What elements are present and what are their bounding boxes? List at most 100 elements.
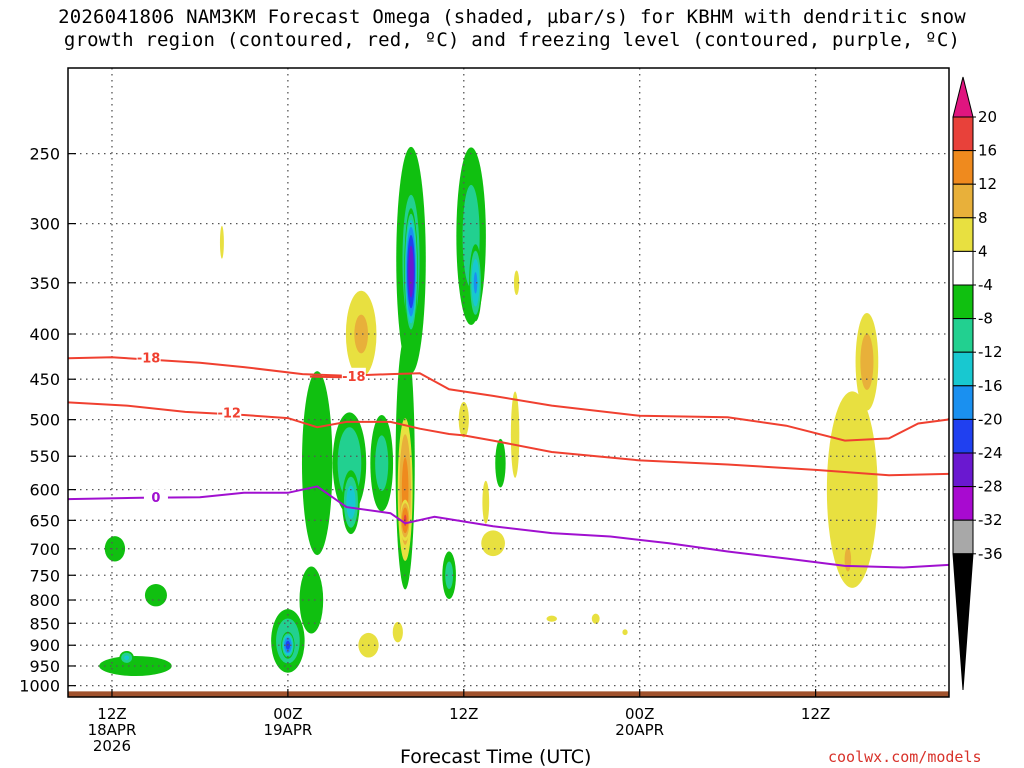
x-tick-label: 18APR	[88, 721, 137, 739]
omega-cell	[370, 414, 394, 512]
omega-band	[445, 561, 454, 590]
omega-band	[124, 655, 130, 661]
x-tick-label: 19APR	[263, 721, 312, 739]
omega-cell	[481, 530, 505, 557]
x-tick-label: 12Z	[97, 705, 126, 723]
colorbar-label: 8	[978, 209, 988, 227]
omega-cell	[482, 480, 490, 524]
omega-cell	[299, 566, 324, 634]
y-tick-label: 600	[29, 481, 60, 500]
omega-band	[482, 480, 490, 524]
y-tick-label: 650	[29, 511, 60, 530]
plot-border	[67, 67, 950, 698]
omega-band	[346, 485, 356, 519]
y-tick-label: 1000	[19, 677, 60, 696]
omega-band	[591, 613, 600, 624]
colorbar-label: 4	[978, 242, 988, 260]
chart-title-line1: 2026041806 NAM3KM Forecast Omega (shaded…	[58, 6, 966, 28]
colorbar-bin	[952, 351, 974, 387]
omega-cell	[495, 438, 506, 488]
colorbar-label: -36	[978, 545, 1003, 563]
plot-background	[68, 68, 949, 697]
chart-title-line2: growth region (contoured, red, ºC) and f…	[63, 29, 961, 51]
omega-band	[458, 401, 469, 438]
omega-band	[299, 566, 324, 634]
colorbar-bin	[952, 284, 974, 320]
colorbar-label: -32	[978, 511, 1003, 529]
omega-cell	[119, 650, 134, 665]
plot-frame	[67, 67, 950, 698]
y-tick-label: 750	[29, 566, 60, 585]
y-tick-label: 550	[29, 447, 60, 466]
omega-band	[513, 270, 520, 296]
colorbar-bin	[952, 318, 974, 353]
omega-band	[481, 530, 505, 557]
contour-label: -12	[217, 407, 241, 422]
contour-label-bg	[143, 489, 168, 505]
colorbar-label: -4	[978, 276, 993, 294]
omega-band	[510, 391, 520, 478]
omega-band	[408, 245, 414, 298]
x-tick-label: 00Z	[625, 705, 654, 723]
omega-band	[144, 583, 167, 607]
omega-cell	[345, 290, 377, 378]
colorbar-bin	[952, 217, 974, 252]
omega-cell	[513, 270, 520, 296]
omega-band	[375, 435, 389, 491]
omega-band	[354, 314, 369, 354]
contour-label: -18	[137, 351, 161, 366]
omega-cell	[342, 470, 360, 535]
omega-cell	[404, 208, 418, 336]
contour-lines: -18 -18 -12 0	[68, 349, 949, 569]
x-tick-label: 2026	[93, 737, 131, 755]
colorbar-bin	[952, 418, 974, 454]
y-tick-label: 250	[29, 145, 60, 164]
omega-cell	[842, 538, 854, 581]
omega-cell	[219, 225, 224, 259]
omega-band	[219, 225, 224, 259]
colorbar-label: -20	[978, 410, 1003, 428]
contour-label-bg	[217, 404, 242, 420]
x-tick-label: 12Z	[801, 705, 830, 723]
omega-cell	[301, 371, 333, 556]
colorbar-label: 12	[978, 175, 997, 193]
ground-surface	[68, 691, 949, 697]
colorbar-bin	[952, 385, 974, 420]
omega-cell	[458, 401, 469, 438]
x-tick-label: 00Z	[273, 705, 302, 723]
omega-cell	[392, 622, 403, 643]
x-tick-label: 20APR	[615, 721, 664, 739]
contour-label-bg	[136, 349, 161, 365]
omega-band	[495, 438, 506, 488]
credit-link[interactable]: coolwx.com/models	[828, 748, 982, 766]
contour-label: -18	[342, 370, 366, 385]
colorbar-bin	[952, 452, 974, 488]
colorbar-label: 16	[978, 142, 997, 160]
colorbar-top-arrow	[952, 76, 974, 118]
omega-band	[860, 333, 874, 390]
y-tick-label: 950	[29, 657, 60, 676]
omega-band	[392, 622, 403, 643]
y-tick-label: 400	[29, 325, 60, 344]
omega-band	[844, 547, 852, 572]
omega-cell	[442, 551, 456, 600]
contour-label-bg	[341, 367, 366, 383]
colorbar-bin	[952, 116, 974, 152]
omega-cell	[622, 629, 628, 636]
colorbar: 20 16 12 8 4 -4 -8 -12 -16 -20 -24 -28 -32 -36	[952, 76, 1003, 691]
x-tick-label: 12Z	[449, 705, 478, 723]
colorbar-label: 20	[978, 108, 997, 126]
contour-line	[68, 356, 949, 442]
y-tick-label: 900	[29, 636, 60, 655]
omega-cell	[546, 615, 557, 622]
y-tick-label: 350	[29, 274, 60, 293]
y-tick-label: 850	[29, 614, 60, 633]
omega-band	[546, 615, 557, 622]
y-tick-label: 500	[29, 411, 60, 430]
omega-cell	[104, 536, 126, 562]
omega-cell	[469, 244, 482, 322]
colorbar-label: -16	[978, 377, 1003, 395]
contour-line	[68, 485, 949, 569]
colorbar-label: -8	[978, 310, 993, 328]
